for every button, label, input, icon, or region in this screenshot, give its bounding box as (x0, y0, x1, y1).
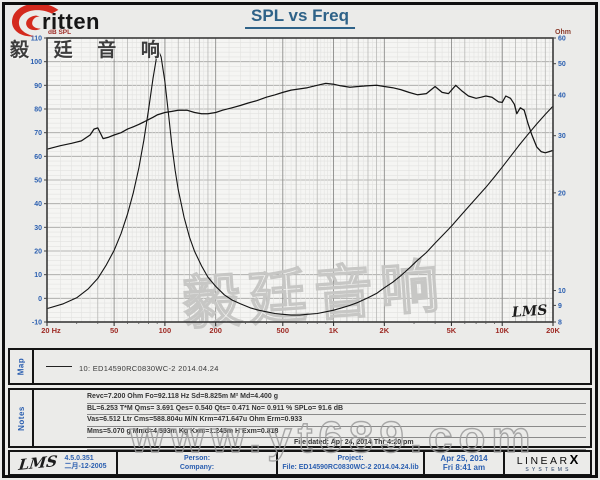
report-date: Apr 25, 2014 (440, 453, 488, 463)
footer-cell-date: Apr 25, 2014 Fri 8:41 am (425, 452, 505, 474)
notes-label-text: Notes (16, 405, 26, 431)
linearx-x: X (569, 451, 579, 467)
y-right-tick-label: 30 (558, 133, 566, 140)
y-left-tick-label: 30 (34, 225, 42, 232)
y-left-tick-label: 110 (31, 36, 42, 43)
lms-signature: LMS (510, 302, 547, 321)
brand-logo-text: ritten (42, 9, 100, 34)
y-left-tick-label: 40 (34, 201, 42, 208)
lms-logo: LMS (18, 452, 59, 474)
impedance-curve (46, 51, 554, 316)
y-left-tick-label: 60 (34, 154, 42, 161)
spl-curve (46, 82, 554, 154)
linearx-systems-text: SYSTEMS (525, 466, 572, 473)
y-right-tick-label: 50 (558, 61, 566, 68)
map-panel: Map 10: ED14590RC0830WC-2 2014.04.24 (8, 348, 592, 385)
y-right-tick-label: 8 (558, 320, 562, 327)
footer-bar: LMS 4.5.0.351 二月-12-2005 Person: Company… (8, 450, 592, 476)
y-left-tick-label: 50 (34, 178, 42, 185)
y-right-tick-label: 10 (558, 288, 566, 295)
x-tick-label: 20K (546, 326, 560, 335)
x-tick-label: 2K (380, 326, 390, 335)
x-tick-label: 1K (329, 326, 339, 335)
x-tick-label: 20 Hz (41, 326, 61, 335)
notes-panel: Notes Revc=7.200 Ohm Fo=92.118 Hz Sd=8.8… (8, 388, 592, 450)
y-right-axis-title: Ohm (555, 29, 571, 36)
map-legend: 10: ED14590RC0830WC-2 2014.04.24 (34, 350, 590, 383)
y-left-tick-label: 80 (34, 107, 42, 114)
brand-swoosh-icon (11, 3, 59, 37)
note-line-2: BL=6.253 T*M Qms= 3.691 Qes= 0.540 Qts= … (87, 404, 586, 416)
y-left-tick-label: 90 (34, 83, 42, 90)
notes-content: Revc=7.200 Ohm Fo=92.118 Hz Sd=8.825m M²… (34, 392, 586, 450)
y-left-tick-label: 10 (34, 272, 42, 279)
lms-version-date: 二月-12-2005 (64, 463, 107, 470)
y-left-tick-label: 0 (38, 296, 42, 303)
y-left-tick-label: -10 (32, 320, 42, 327)
y-right-tick-label: 60 (558, 36, 566, 43)
footer-cell-version: LMS 4.5.0.351 二月-12-2005 (10, 452, 118, 474)
y-left-tick-label: 100 (30, 59, 42, 66)
file-name: File: ED14590RC0830WC-2 2014.04.24.lib (282, 464, 419, 471)
linearx-logo: LINEARX (516, 451, 579, 467)
x-tick-label: 500 (277, 326, 290, 335)
brand-logo: ritten 毅 廷 音 响 (8, 2, 178, 64)
y-right-tick-label: 20 (558, 190, 566, 197)
x-tick-label: 10K (495, 326, 509, 335)
x-tick-label: 100 (159, 326, 172, 335)
y-right-tick-label: 9 (558, 303, 562, 310)
footer-cell-linearx: LINEARX SYSTEMS (505, 452, 590, 474)
x-tick-label: 50 (110, 326, 118, 335)
note-line-1: Revc=7.200 Ohm Fo=92.118 Hz Sd=8.825m M²… (87, 392, 586, 404)
note-line-4: Mms=5.070 g Mmd=4.593m Kg Kxm=1.245m H E… (87, 427, 586, 439)
x-tick-label: 5K (447, 326, 457, 335)
y-left-axis-title: dB SPL (48, 29, 71, 36)
brand-logo-chinese: 毅 廷 音 响 (10, 39, 169, 61)
lms-version: 4.5.0.351 (64, 454, 94, 462)
person-label: Person: (183, 455, 211, 462)
map-panel-label: Map (10, 350, 34, 383)
legend-text: 10: ED14590RC0830WC-2 2014.04.24 (79, 364, 219, 373)
linearx-text: LINEAR (516, 454, 570, 467)
y-left-tick-label: 70 (34, 130, 42, 137)
footer-cell-project: Project: File: ED14590RC0830WC-2 2014.04… (278, 452, 425, 474)
footer-cell-person: Person: Company: (118, 452, 278, 474)
notes-panel-label: Notes (10, 390, 34, 446)
map-label-text: Map (16, 357, 26, 376)
y-right-tick-label: 40 (558, 93, 566, 100)
legend-line-sample (46, 366, 72, 368)
report-time: Fri 8:41 am (442, 463, 486, 472)
y-left-tick-label: 20 (34, 249, 42, 256)
note-line-5: File dated: Apr 24, 2014 Thr 4:20 pm (87, 438, 586, 450)
x-tick-label: 200 (209, 326, 222, 335)
company-label: Company: (179, 464, 215, 471)
page-title: SPL vs Freq (245, 6, 355, 29)
project-label: Project: (337, 455, 364, 462)
note-line-3: Vas=6.512 Ltr Cms=588.804u M/N Krm=471.6… (87, 415, 586, 427)
